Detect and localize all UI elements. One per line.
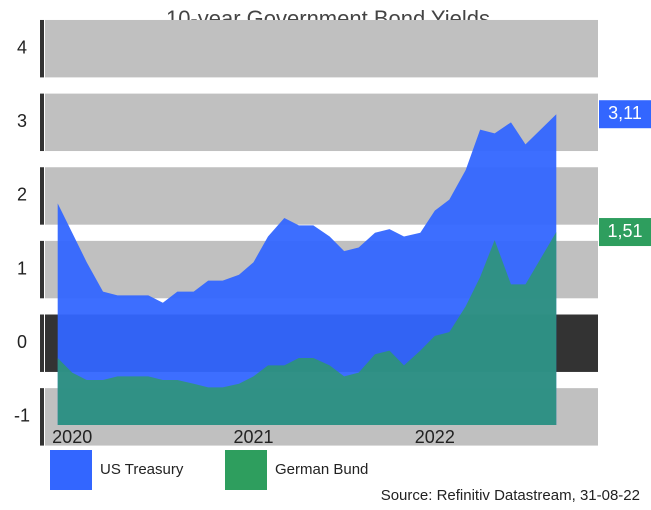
area [57,232,557,425]
x-tick-label: 2020 [52,427,92,447]
source: Source: Refinitiv Datastream, 31-08-22 [381,487,640,504]
legend-label: German Bund [275,461,368,478]
y-tick-label: -1 [14,406,30,426]
y-tick-label: 2 [17,185,27,205]
legend-swatch [50,450,92,490]
end-label: 1,51 [607,221,642,241]
y-tick-label: 0 [17,332,27,352]
end-label: 3,11 [608,103,642,123]
y-tick-label: 4 [17,37,27,57]
legend-swatch [225,450,267,490]
y-tick-label: 3 [17,111,27,131]
end-label-box [599,218,651,247]
grid-band [45,19,598,78]
x-tick-label: 2022 [415,427,455,447]
x-tick-label: 2021 [233,427,273,447]
legend-label: US Treasury [100,461,184,478]
y-tick-label: 1 [17,258,27,278]
end-label-box [599,100,651,129]
